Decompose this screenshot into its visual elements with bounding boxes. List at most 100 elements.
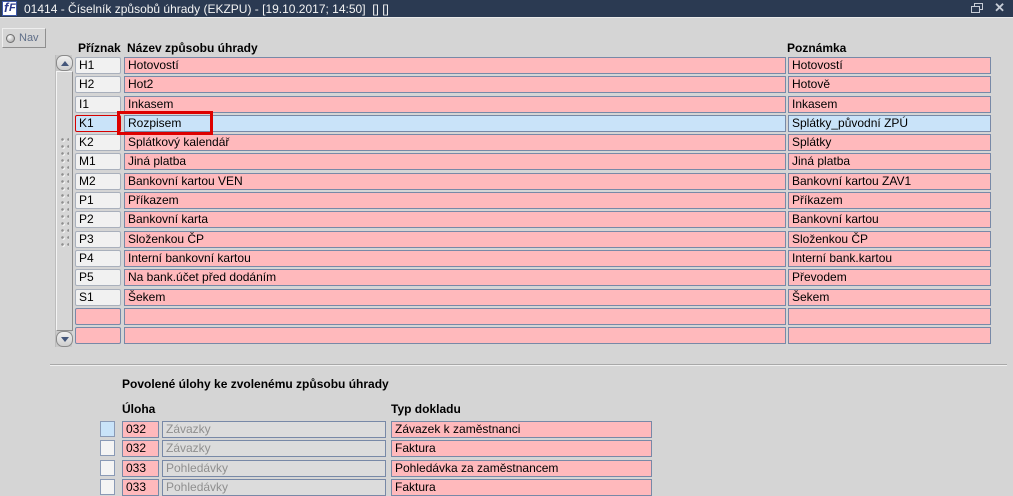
uloha-name-cell[interactable]: Závazky <box>162 440 386 458</box>
priznak-cell[interactable]: P3 <box>75 230 121 248</box>
table-row: P1 Příkazem Příkazem <box>75 192 995 211</box>
poznamka-cell[interactable]: Šekem <box>788 288 991 306</box>
poznamka-cell[interactable]: Splátky <box>788 134 991 152</box>
table-row: H2 Hot2 Hotově <box>75 76 995 95</box>
arrow-up-icon <box>60 60 69 66</box>
priznak-cell[interactable]: P5 <box>75 269 121 287</box>
tasks-section-title: Povolené úlohy ke zvolenému způsobu úhra… <box>122 377 389 391</box>
poznamka-cell[interactable]: Interní bank.kartou <box>788 249 991 267</box>
priznak-cell[interactable]: K2 <box>75 134 121 152</box>
uloha-code-cell[interactable]: 033 <box>122 478 159 496</box>
priznak-cell[interactable]: P4 <box>75 249 121 267</box>
header-uloha: Úloha <box>122 402 156 416</box>
close-icon[interactable]: ✕ <box>994 0 1005 15</box>
uloha-code-cell[interactable]: 032 <box>122 440 159 458</box>
typ-dokladu-cell[interactable]: Faktura <box>391 478 652 496</box>
priznak-cell[interactable]: H2 <box>75 76 121 94</box>
vertical-scrollbar[interactable] <box>55 55 73 347</box>
header-priznak: Příznak <box>78 41 121 55</box>
row-selector-cell[interactable] <box>100 478 115 495</box>
section-divider <box>50 364 1007 366</box>
uloha-name-cell[interactable]: Pohledávky <box>162 459 386 477</box>
nazev-cell[interactable]: Splátkový kalendář <box>124 134 786 152</box>
table-row-empty <box>75 327 995 346</box>
poznamka-cell[interactable]: Bankovní kartou ZAV1 <box>788 172 991 190</box>
typ-dokladu-cell[interactable]: Pohledávka za zaměstnancem <box>391 459 652 477</box>
table-row: H1 Hotovostí Hotovostí <box>75 57 995 76</box>
poznamka-cell[interactable]: Příkazem <box>788 192 991 210</box>
uloha-code-cell[interactable]: 032 <box>122 421 159 438</box>
nazev-cell[interactable]: Jiná platba <box>124 153 786 171</box>
poznamka-cell[interactable]: Hotově <box>788 76 991 94</box>
typ-dokladu-cell[interactable]: Faktura <box>391 440 652 458</box>
poznamka-cell[interactable]: Bankovní kartou <box>788 211 991 229</box>
poznamka-cell[interactable] <box>788 327 991 345</box>
nazev-cell[interactable]: Interní bankovní kartou <box>124 249 786 267</box>
scrollbar-thumb[interactable] <box>56 71 73 331</box>
task-row: 033 Pohledávky Faktura <box>100 478 660 496</box>
table-row: I1 Inkasem Inkasem <box>75 95 995 115</box>
priznak-cell[interactable] <box>75 307 121 325</box>
table-row-empty <box>75 307 995 327</box>
table-row: P3 Složenkou ČP Složenkou ČP <box>75 230 995 250</box>
uloha-name-cell[interactable]: Pohledávky <box>162 478 386 496</box>
nazev-cell[interactable]: Příkazem <box>124 192 786 210</box>
table-row: M2 Bankovní kartou VEN Bankovní kartou Z… <box>75 172 995 192</box>
nazev-cell[interactable]: Inkasem <box>124 95 786 113</box>
priznak-cell[interactable]: P2 <box>75 211 121 229</box>
poznamka-cell[interactable] <box>788 307 991 325</box>
task-row: 033 Pohledávky Pohledávka za zaměstnance… <box>100 459 660 479</box>
priznak-cell[interactable]: M1 <box>75 153 121 171</box>
row-selector-cell[interactable] <box>100 421 115 437</box>
priznak-cell[interactable]: S1 <box>75 288 121 306</box>
payment-methods-table: H1 Hotovostí Hotovostí H2 Hot2 Hotově I1… <box>75 57 995 346</box>
priznak-cell[interactable]: K1 <box>75 114 121 132</box>
table-row-selected: K1 Rozpisem Splátky_původní ZPÚ <box>75 114 995 134</box>
priznak-cell[interactable]: H1 <box>75 57 121 74</box>
uloha-code-cell[interactable]: 033 <box>122 459 159 477</box>
nazev-cell[interactable]: Složenkou ČP <box>124 230 786 248</box>
row-selector-cell[interactable] <box>100 440 115 457</box>
priznak-cell[interactable]: M2 <box>75 172 121 190</box>
window-controls: ✕ <box>971 0 1005 15</box>
nazev-cell[interactable] <box>124 327 786 345</box>
nazev-cell[interactable]: Bankovní karta <box>124 211 786 229</box>
nazev-cell[interactable]: Hot2 <box>124 76 786 94</box>
nazev-cell[interactable]: Na bank.účet před dodáním <box>124 269 786 287</box>
scrollbar-grip-icon <box>61 138 69 250</box>
poznamka-cell[interactable]: Hotovostí <box>788 57 991 74</box>
nazev-cell[interactable]: Šekem <box>124 288 786 306</box>
nazev-cell[interactable] <box>124 307 786 325</box>
window-title: 01414 - Číselník způsobů úhrady (EKZPU) … <box>24 2 389 16</box>
priznak-cell[interactable]: P1 <box>75 192 121 210</box>
poznamka-cell[interactable]: Jiná platba <box>788 153 991 171</box>
table-row: P4 Interní bankovní kartou Interní bank.… <box>75 249 995 269</box>
scroll-down-button[interactable] <box>56 331 73 347</box>
poznamka-cell[interactable]: Inkasem <box>788 95 991 113</box>
nazev-cell[interactable]: Bankovní kartou VEN <box>124 172 786 190</box>
table-row: P2 Bankovní karta Bankovní kartou <box>75 211 995 230</box>
nav-tab-label: Nav <box>19 32 39 44</box>
radio-icon <box>6 33 15 43</box>
priznak-cell[interactable] <box>75 327 121 345</box>
table-row: S1 Šekem Šekem <box>75 288 995 308</box>
table-row: M1 Jiná platba Jiná platba <box>75 153 995 172</box>
poznamka-cell[interactable]: Složenkou ČP <box>788 230 991 248</box>
header-nazev: Název způsobu úhrady <box>127 41 258 55</box>
nazev-cell[interactable]: Rozpisem <box>124 114 786 132</box>
uloha-name-cell[interactable]: Závazky <box>162 421 386 438</box>
poznamka-cell[interactable]: Převodem <box>788 269 991 287</box>
nazev-cell[interactable]: Hotovostí <box>124 57 786 74</box>
sidebar-nav-tab[interactable]: Nav <box>2 28 46 48</box>
priznak-cell[interactable]: I1 <box>75 95 121 113</box>
table-row: K2 Splátkový kalendář Splátky <box>75 134 995 153</box>
task-row: 032 Závazky Faktura <box>100 440 660 459</box>
restore-icon[interactable] <box>971 2 984 14</box>
scroll-up-button[interactable] <box>56 55 73 71</box>
poznamka-cell[interactable]: Splátky_původní ZPÚ <box>788 114 991 132</box>
row-selector-cell[interactable] <box>100 459 115 476</box>
typ-dokladu-cell[interactable]: Závazek k zaměstnanci <box>391 421 652 438</box>
